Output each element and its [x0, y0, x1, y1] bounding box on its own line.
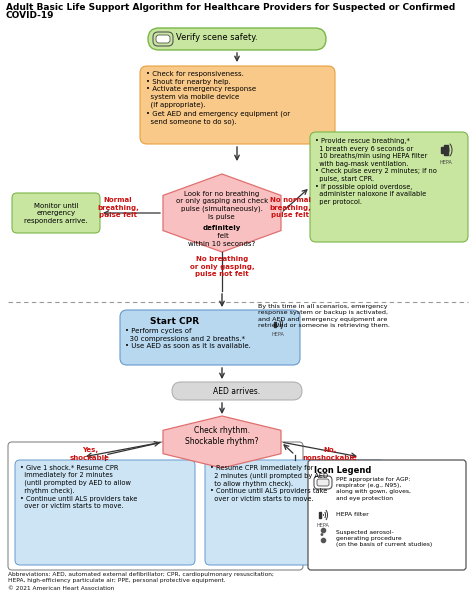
Text: Adult Basic Life Support Algorithm for Healthcare Providers for Suspected or Con: Adult Basic Life Support Algorithm for H… [6, 3, 455, 12]
FancyBboxPatch shape [156, 35, 170, 43]
Text: No normal
breathing,
pulse felt: No normal breathing, pulse felt [269, 197, 311, 218]
Text: Abbreviations: AED, automated external defibrillator; CPR, cardiopulmonary resus: Abbreviations: AED, automated external d… [8, 572, 274, 583]
Polygon shape [274, 322, 276, 326]
Text: COVID-19: COVID-19 [6, 11, 55, 20]
Text: Normal
breathing,
pulse felt: Normal breathing, pulse felt [97, 197, 139, 218]
FancyBboxPatch shape [205, 460, 385, 565]
Text: definitely: definitely [203, 225, 241, 231]
Text: • Give 1 shock.* Resume CPR
  immediately for 2 minutes
  (until prompted by AED: • Give 1 shock.* Resume CPR immediately … [20, 465, 137, 509]
Polygon shape [444, 145, 448, 155]
Text: HEPA: HEPA [439, 160, 453, 165]
Text: Verify scene safety.: Verify scene safety. [176, 34, 258, 43]
FancyBboxPatch shape [308, 460, 466, 570]
Polygon shape [441, 147, 444, 153]
FancyBboxPatch shape [120, 310, 300, 365]
Text: Check rhythm.
Shockable rhythm?: Check rhythm. Shockable rhythm? [185, 426, 259, 446]
Text: • Check for responsiveness.
• Shout for nearby help.
• Activate emergency respon: • Check for responsiveness. • Shout for … [146, 71, 290, 125]
FancyBboxPatch shape [12, 193, 100, 233]
Text: Yes,
shockable: Yes, shockable [70, 447, 110, 461]
FancyBboxPatch shape [172, 382, 302, 400]
Text: Look for no breathing
or only gasping and check
pulse (simultaneously).
Is pulse: Look for no breathing or only gasping an… [176, 191, 268, 220]
Text: © 2021 American Heart Association: © 2021 American Heart Association [8, 586, 114, 591]
Text: •: • [318, 530, 324, 540]
FancyBboxPatch shape [310, 132, 468, 242]
FancyBboxPatch shape [438, 143, 454, 157]
Text: PPE appropriate for AGP:
respirator (e.g., N95),
along with gown, gloves,
and ey: PPE appropriate for AGP: respirator (e.g… [336, 477, 411, 500]
FancyBboxPatch shape [314, 476, 332, 489]
Text: • Perform cycles of
  30 compressions and 2 breaths.*
• Use AED as soon as it is: • Perform cycles of 30 compressions and … [125, 328, 251, 349]
Text: Suspected aerosol-
generating procedure
(on the basis of current studies): Suspected aerosol- generating procedure … [336, 530, 432, 547]
Text: • Resume CPR immediately for
  2 minutes (until prompted by AED
  to allow rhyth: • Resume CPR immediately for 2 minutes (… [210, 465, 328, 502]
Text: HEPA: HEPA [272, 332, 284, 337]
Text: HEPA: HEPA [317, 523, 329, 528]
Polygon shape [319, 512, 321, 518]
FancyBboxPatch shape [153, 32, 173, 46]
Text: AED arrives.: AED arrives. [213, 386, 261, 395]
Text: No,
nonshockable: No, nonshockable [303, 447, 357, 461]
Polygon shape [163, 416, 281, 468]
FancyBboxPatch shape [148, 28, 326, 50]
FancyBboxPatch shape [140, 66, 335, 144]
Text: HEPA filter: HEPA filter [336, 512, 369, 517]
FancyBboxPatch shape [15, 460, 195, 565]
Polygon shape [163, 174, 281, 252]
FancyBboxPatch shape [317, 479, 329, 486]
Text: Icon Legend: Icon Legend [314, 466, 371, 475]
Text: Start CPR: Start CPR [150, 317, 200, 326]
Text: • Provide rescue breathing,*
  1 breath every 6 seconds or
  10 breaths/min usin: • Provide rescue breathing,* 1 breath ev… [315, 138, 437, 205]
Text: No breathing
or only gasping,
pulse not felt: No breathing or only gasping, pulse not … [190, 256, 255, 277]
Text: Monitor until
emergency
responders arrive.: Monitor until emergency responders arriv… [24, 202, 88, 223]
FancyBboxPatch shape [8, 442, 303, 570]
Text: felt
within 10 seconds?: felt within 10 seconds? [188, 233, 255, 247]
Text: By this time in all scenarios, emergency
response system or backup is activated,: By this time in all scenarios, emergency… [258, 304, 390, 328]
